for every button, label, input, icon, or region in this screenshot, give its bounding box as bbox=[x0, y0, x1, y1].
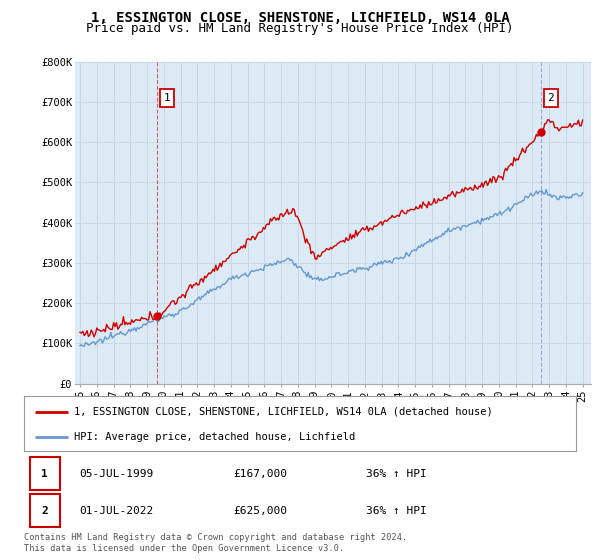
Text: £625,000: £625,000 bbox=[234, 506, 288, 516]
Text: 2: 2 bbox=[547, 93, 554, 103]
Text: £167,000: £167,000 bbox=[234, 469, 288, 479]
Text: HPI: Average price, detached house, Lichfield: HPI: Average price, detached house, Lich… bbox=[74, 432, 355, 442]
Bar bbox=[29, 457, 60, 491]
Text: 36% ↑ HPI: 36% ↑ HPI bbox=[366, 469, 427, 479]
Text: Price paid vs. HM Land Registry's House Price Index (HPI): Price paid vs. HM Land Registry's House … bbox=[86, 22, 514, 35]
Text: 2: 2 bbox=[41, 506, 48, 516]
Text: 1: 1 bbox=[41, 469, 48, 479]
Text: 1, ESSINGTON CLOSE, SHENSTONE, LICHFIELD, WS14 0LA (detached house): 1, ESSINGTON CLOSE, SHENSTONE, LICHFIELD… bbox=[74, 407, 493, 417]
Text: 05-JUL-1999: 05-JUL-1999 bbox=[79, 469, 154, 479]
Text: Contains HM Land Registry data © Crown copyright and database right 2024.
This d: Contains HM Land Registry data © Crown c… bbox=[24, 533, 407, 553]
Text: 1, ESSINGTON CLOSE, SHENSTONE, LICHFIELD, WS14 0LA: 1, ESSINGTON CLOSE, SHENSTONE, LICHFIELD… bbox=[91, 11, 509, 25]
Text: 36% ↑ HPI: 36% ↑ HPI bbox=[366, 506, 427, 516]
Text: 01-JUL-2022: 01-JUL-2022 bbox=[79, 506, 154, 516]
Text: 1: 1 bbox=[163, 93, 170, 103]
Bar bbox=[29, 494, 60, 528]
